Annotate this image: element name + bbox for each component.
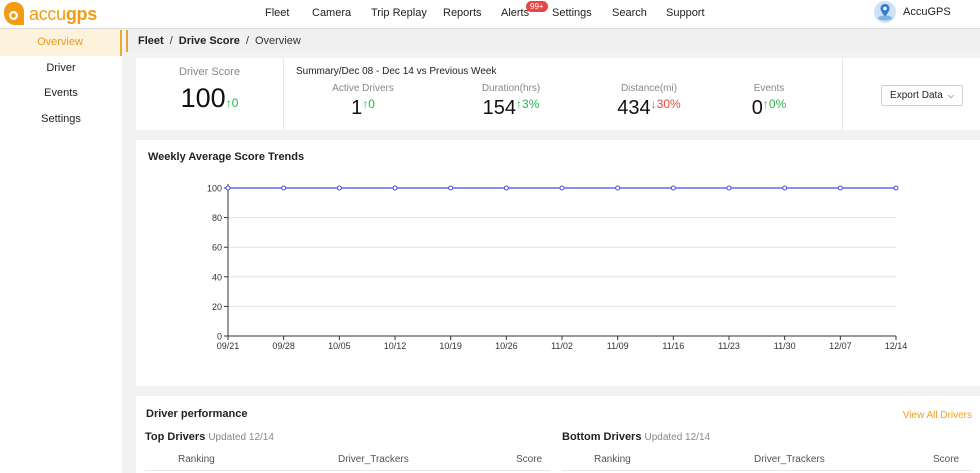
bottom-table-divider: [562, 470, 972, 471]
metric-delta: ↑0%: [762, 97, 787, 111]
data-point: [726, 185, 732, 191]
data-point: [893, 185, 899, 191]
accugps-logo-icon: [2, 1, 26, 27]
data-point: [448, 185, 454, 191]
sidebar: Overview Driver Events Settings: [0, 30, 122, 473]
x-tick-label: 11/30: [774, 341, 796, 351]
summary-card: Driver Score 100↑0 Summary/Dec 08 - Dec …: [136, 58, 980, 130]
sidebar-item-settings[interactable]: Settings: [41, 112, 81, 125]
driver-performance-card: Driver performance View All Drivers Top …: [136, 396, 980, 473]
brand-logo[interactable]: accugps: [2, 1, 97, 27]
driver-score-title: Driver Score: [178, 66, 241, 78]
driver-score-panel: Driver Score 100↑0: [136, 58, 284, 130]
x-tick-label: 11/23: [718, 341, 740, 351]
nav-fleet[interactable]: Fleet: [265, 7, 290, 19]
sidebar-item-events[interactable]: Events: [44, 87, 78, 99]
y-tick-label: 20: [212, 302, 222, 312]
nav-alerts[interactable]: Alerts: [501, 7, 530, 19]
data-point: [503, 185, 509, 191]
nav-reports[interactable]: Reports: [443, 7, 482, 19]
breadcrumb-current: Overview: [254, 35, 301, 47]
top-drivers-header: Top Drivers Updated 12/14: [145, 431, 274, 443]
alerts-count-badge: 99+: [526, 1, 548, 12]
export-data-button[interactable]: Export Data ⌵: [881, 85, 963, 106]
top-col-driver-trackers[interactable]: Driver_Trackers: [338, 454, 409, 465]
x-tick-label: 12/07: [829, 341, 852, 351]
x-tick-label: 11/09: [607, 341, 629, 351]
nav-camera[interactable]: Camera: [312, 7, 352, 19]
x-tick-label: 09/28: [272, 341, 295, 351]
x-tick-label: 11/02: [551, 341, 573, 351]
x-tick-label: 10/05: [328, 341, 351, 351]
score-trend-card: Weekly Average Score Trends 0 20 40 60 80 100…: [136, 140, 980, 386]
data-point: [392, 185, 398, 191]
chevron-down-icon: ⌵: [947, 90, 954, 100]
export-panel: Export Data ⌵: [842, 58, 980, 130]
bottom-drivers-header: Bottom Drivers Updated 12/14: [562, 431, 711, 443]
y-tick-label: 100: [207, 184, 222, 194]
metric-delta: ↑3%: [516, 97, 540, 111]
top-navbar: accugps Fleet Camera Trip Replay Reports…: [0, 0, 980, 29]
data-point: [281, 185, 287, 191]
y-tick-label: 60: [212, 243, 222, 253]
data-point: [225, 185, 231, 191]
top-col-ranking[interactable]: Ranking: [178, 454, 215, 465]
score-trend-chart: 0 20 40 60 80 100 09/21 09/28 10/05 10/12 10/19 10/…: [207, 184, 908, 352]
y-tick-label: 40: [212, 272, 222, 282]
map-pin-icon: [874, 1, 896, 23]
performance-title: Driver performance: [146, 408, 248, 420]
top-table-divider: [145, 470, 550, 471]
data-point: [615, 185, 621, 191]
top-col-score[interactable]: Score: [516, 454, 543, 465]
driver-score-value: 100↑0: [180, 83, 239, 113]
metric-events: Events 0↑0%: [751, 83, 787, 119]
bottom-col-score[interactable]: Score: [933, 454, 960, 465]
metric-delta: ↑0: [362, 97, 375, 111]
nav-support[interactable]: Support: [666, 7, 705, 19]
data-point: [782, 185, 788, 191]
breadcrumb-drive-score[interactable]: Drive Score: [178, 35, 240, 47]
chart-title: Weekly Average Score Trends: [148, 151, 305, 163]
y-tick-label: 0: [217, 332, 222, 342]
bottom-col-ranking[interactable]: Ranking: [594, 454, 631, 465]
x-tick-label: 10/19: [439, 341, 462, 351]
brand-name: accugps: [29, 3, 97, 24]
sidebar-item-driver[interactable]: Driver: [46, 61, 76, 74]
y-tick-label: 80: [212, 213, 222, 223]
data-point: [670, 185, 676, 191]
x-tick-label: 09/21: [217, 341, 240, 351]
summary-period: Summary/Dec 08 - Dec 14 vs Previous Week: [296, 66, 497, 77]
driver-score-delta: ↑0: [225, 96, 239, 110]
data-point: [837, 185, 843, 191]
user-name: AccuGPS: [903, 6, 951, 18]
metric-distance: Distance(mi) 434↓30%: [617, 83, 681, 119]
user-menu[interactable]: AccuGPS: [874, 0, 951, 24]
bottom-col-driver-trackers[interactable]: Driver_Trackers: [754, 454, 825, 465]
nav-trip-replay[interactable]: Trip Replay: [371, 7, 427, 19]
breadcrumb: Fleet / Drive Score / Overview: [126, 30, 980, 52]
view-all-drivers-link[interactable]: View All Drivers: [902, 410, 972, 421]
data-point: [559, 185, 565, 191]
data-point: [336, 185, 342, 191]
nav-settings[interactable]: Settings: [552, 7, 592, 19]
x-tick-label: 10/12: [384, 341, 407, 351]
metric-delta: ↓30%: [650, 97, 681, 111]
x-tick-label: 11/16: [662, 341, 684, 351]
nav-search[interactable]: Search: [612, 7, 647, 19]
sidebar-item-overview[interactable]: Overview: [0, 30, 122, 56]
metric-duration: Duration(hrs) 154↑3%: [481, 83, 541, 119]
x-tick-label: 10/26: [495, 341, 518, 351]
breadcrumb-fleet[interactable]: Fleet: [138, 35, 164, 47]
metric-active-drivers: Active Drivers 1↑0: [332, 83, 394, 119]
x-tick-label: 12/14: [885, 341, 908, 351]
